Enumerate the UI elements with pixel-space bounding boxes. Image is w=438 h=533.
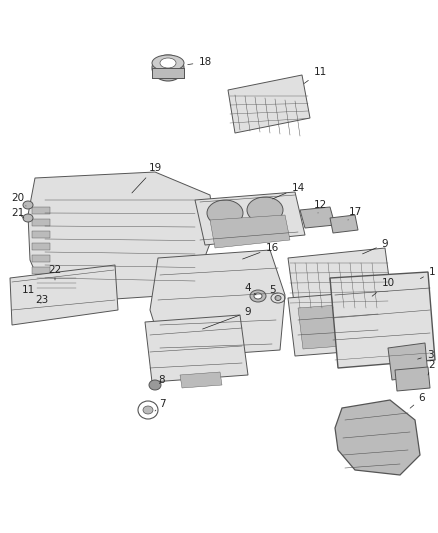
Polygon shape	[195, 192, 305, 245]
Polygon shape	[210, 215, 290, 248]
Ellipse shape	[152, 55, 184, 81]
Text: 10: 10	[372, 278, 395, 296]
Ellipse shape	[23, 201, 33, 209]
Ellipse shape	[160, 58, 176, 68]
Ellipse shape	[254, 293, 262, 299]
Polygon shape	[288, 290, 395, 356]
Polygon shape	[32, 231, 50, 238]
Polygon shape	[300, 207, 335, 228]
Polygon shape	[32, 207, 50, 214]
Polygon shape	[335, 400, 420, 475]
Polygon shape	[298, 302, 382, 349]
Polygon shape	[32, 243, 50, 250]
Text: 3: 3	[418, 350, 433, 360]
Text: 14: 14	[272, 183, 304, 199]
Text: 9: 9	[363, 239, 389, 254]
Polygon shape	[145, 315, 248, 382]
Text: 7: 7	[155, 399, 165, 411]
Polygon shape	[28, 172, 215, 300]
Polygon shape	[395, 367, 430, 391]
Polygon shape	[32, 267, 50, 274]
Text: 22: 22	[48, 265, 62, 280]
Polygon shape	[150, 250, 285, 358]
Ellipse shape	[34, 302, 42, 308]
Ellipse shape	[149, 380, 161, 390]
Polygon shape	[388, 343, 428, 380]
Polygon shape	[10, 265, 118, 325]
Ellipse shape	[247, 197, 283, 223]
Ellipse shape	[152, 55, 184, 71]
Polygon shape	[330, 215, 358, 233]
Polygon shape	[180, 372, 222, 388]
Text: 4: 4	[245, 283, 256, 295]
Polygon shape	[228, 75, 310, 133]
Ellipse shape	[23, 214, 33, 222]
Text: 20: 20	[11, 193, 26, 206]
Text: 2: 2	[428, 360, 435, 375]
Text: 23: 23	[35, 295, 49, 305]
Polygon shape	[152, 68, 184, 78]
Polygon shape	[35, 272, 78, 295]
Polygon shape	[32, 219, 50, 226]
Text: 1: 1	[420, 267, 435, 279]
Text: 9: 9	[203, 307, 251, 329]
Polygon shape	[288, 248, 392, 310]
Ellipse shape	[207, 200, 243, 226]
Polygon shape	[32, 255, 50, 262]
Ellipse shape	[275, 295, 281, 301]
Polygon shape	[330, 272, 435, 368]
Text: 11: 11	[304, 67, 327, 83]
Text: 12: 12	[313, 200, 327, 213]
Text: 6: 6	[410, 393, 425, 408]
Text: 8: 8	[159, 375, 165, 385]
Ellipse shape	[250, 290, 266, 302]
Text: 19: 19	[132, 163, 162, 193]
Text: 18: 18	[188, 57, 212, 67]
Text: 16: 16	[243, 243, 279, 259]
Text: 21: 21	[11, 208, 25, 218]
Text: 17: 17	[348, 207, 362, 220]
Text: 11: 11	[21, 285, 40, 295]
Text: 5: 5	[268, 285, 276, 298]
Ellipse shape	[143, 406, 153, 414]
